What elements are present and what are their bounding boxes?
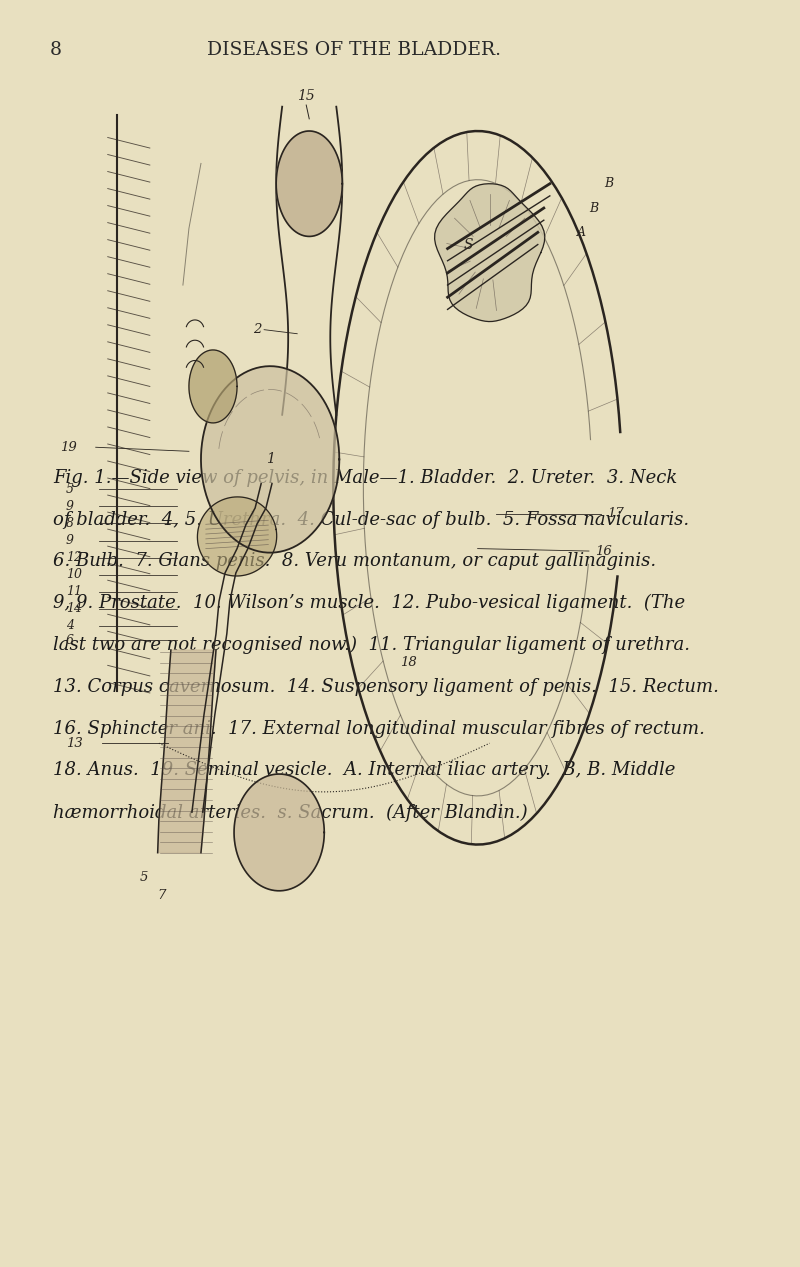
Text: 11: 11: [66, 585, 82, 598]
Text: 16: 16: [595, 545, 612, 557]
Polygon shape: [434, 184, 545, 322]
Text: 17: 17: [607, 507, 624, 521]
Text: DISEASES OF THE BLADDER.: DISEASES OF THE BLADDER.: [207, 41, 501, 58]
Text: 14: 14: [66, 602, 82, 614]
Text: 15: 15: [298, 89, 315, 103]
Text: 13: 13: [66, 736, 82, 750]
Bar: [57, 82, 658, 893]
Text: 2: 2: [253, 323, 261, 336]
Polygon shape: [189, 350, 237, 423]
Text: 6: 6: [66, 634, 74, 646]
Text: 13. Corpus cavernosum.  14. Suspensory ligament of penis.  15. Rectum.: 13. Corpus cavernosum. 14. Suspensory li…: [53, 678, 719, 696]
Text: 8: 8: [66, 517, 74, 530]
Text: 18: 18: [400, 655, 417, 669]
Text: 10: 10: [66, 568, 82, 582]
Text: S: S: [464, 237, 474, 252]
Text: B: B: [589, 201, 598, 214]
Polygon shape: [201, 366, 339, 552]
Text: 1: 1: [266, 452, 274, 466]
Text: 9: 9: [66, 533, 74, 547]
Text: 4: 4: [66, 620, 74, 632]
Text: 16. Sphincter ani.  17. External longitudinal muscular fibres of rectum.: 16. Sphincter ani. 17. External longitud…: [53, 720, 705, 737]
Text: 8: 8: [50, 41, 62, 58]
Text: 19: 19: [60, 441, 76, 454]
Text: 9, 9. Prostate.  10. Wilson’s muscle.  12. Pubo-vesical ligament.  (The: 9, 9. Prostate. 10. Wilson’s muscle. 12.…: [53, 594, 685, 612]
Text: B: B: [604, 177, 613, 190]
Polygon shape: [158, 650, 216, 853]
Polygon shape: [198, 497, 277, 576]
Text: A: A: [577, 226, 586, 239]
Text: 12: 12: [66, 551, 82, 564]
Text: hæmorrhoidal arteries.  s. Sacrum.  (After Blandin.): hæmorrhoidal arteries. s. Sacrum. (After…: [53, 803, 528, 821]
Text: 7: 7: [158, 889, 166, 902]
Text: 9: 9: [66, 500, 74, 513]
Polygon shape: [234, 774, 324, 891]
Polygon shape: [276, 131, 342, 237]
Text: 5: 5: [140, 870, 148, 883]
Text: last two are not recognised now.)  11. Triangular ligament of urethra.: last two are not recognised now.) 11. Tr…: [53, 636, 690, 654]
Text: of bladder.  4, 5. Urethra.  4. Cul-de-sac of bulb.  5. Fossa navicularis.: of bladder. 4, 5. Urethra. 4. Cul-de-sac…: [53, 511, 689, 528]
Text: Fig. 1.—Side view of pelvis, in Male—1. Bladder.  2. Ureter.  3. Neck: Fig. 1.—Side view of pelvis, in Male—1. …: [53, 469, 678, 487]
Text: 18. Anus.  19. Seminal vesicle.  A. Internal iliac artery.  B, B. Middle: 18. Anus. 19. Seminal vesicle. A. Intern…: [53, 761, 675, 779]
Text: 6. Bulb.  7. Glans penis.  8. Veru montanum, or caput gallinaginis.: 6. Bulb. 7. Glans penis. 8. Veru montanu…: [53, 552, 656, 570]
Text: 5: 5: [66, 483, 74, 495]
